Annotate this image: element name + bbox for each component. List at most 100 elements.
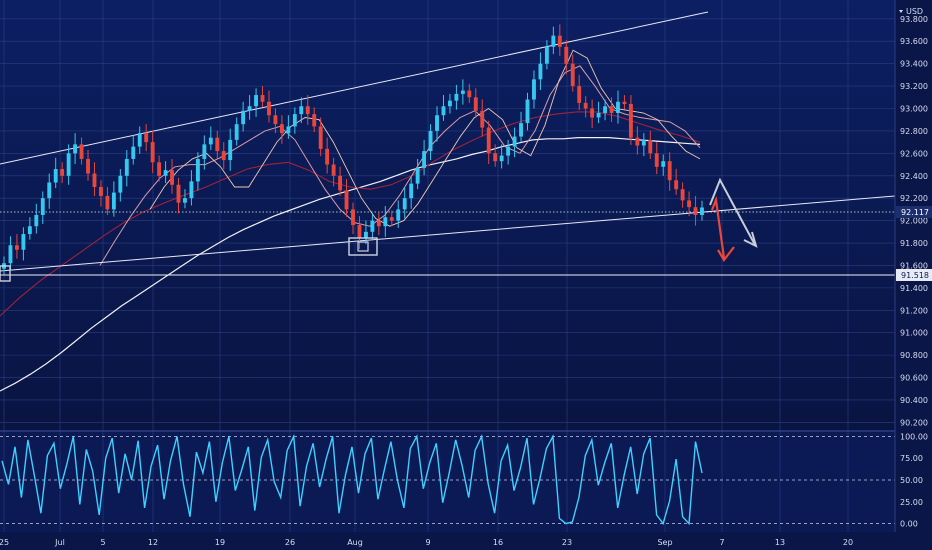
candle-body bbox=[195, 158, 200, 182]
candle-body bbox=[363, 231, 368, 239]
level-price-tag-bg bbox=[896, 269, 932, 281]
candle-body bbox=[118, 175, 123, 193]
price-tick-label: 93.600 bbox=[900, 37, 928, 46]
candle-body bbox=[318, 126, 323, 149]
candle-body bbox=[435, 115, 439, 131]
candle-body bbox=[473, 97, 478, 111]
price-tick-label: 93.800 bbox=[900, 15, 928, 24]
candle-body bbox=[170, 170, 174, 185]
candle-body bbox=[99, 186, 103, 196]
candle-body bbox=[693, 207, 698, 215]
candle-body bbox=[674, 180, 679, 190]
candle-body bbox=[338, 175, 343, 191]
candle-body bbox=[428, 130, 433, 152]
candle-body bbox=[467, 90, 472, 98]
candle-body bbox=[557, 35, 562, 47]
moving-average-line bbox=[0, 137, 701, 392]
candle-body bbox=[312, 114, 317, 127]
moving-average-line bbox=[0, 111, 701, 317]
candle-body bbox=[603, 106, 607, 113]
candle-body bbox=[357, 225, 362, 239]
candle-body bbox=[700, 207, 704, 215]
candle-body bbox=[325, 148, 330, 165]
candle-body bbox=[331, 164, 336, 176]
candle-body bbox=[208, 137, 213, 145]
currency-label: USD bbox=[899, 7, 923, 16]
candle-body bbox=[667, 161, 672, 181]
candle-body bbox=[583, 102, 588, 109]
oscillator-tick-label: 0.00 bbox=[900, 520, 918, 529]
price-tick-label: 93.400 bbox=[900, 60, 928, 69]
candle-body bbox=[150, 142, 155, 163]
red-forecast-arrow bbox=[710, 195, 726, 259]
price-tick-label: 90.600 bbox=[900, 374, 928, 383]
currency-dropdown-icon[interactable] bbox=[899, 10, 903, 13]
candle-body bbox=[92, 173, 97, 187]
time-tick-label: 13 bbox=[775, 538, 785, 547]
red-arrowhead bbox=[717, 246, 735, 262]
candle-body bbox=[247, 106, 252, 111]
candle-body bbox=[157, 162, 162, 176]
candle-body bbox=[480, 110, 485, 128]
price-tick-label: 92.600 bbox=[900, 149, 928, 158]
candle-body bbox=[389, 217, 394, 221]
candle-body bbox=[506, 146, 511, 156]
candle-body bbox=[415, 167, 420, 184]
candle-body bbox=[396, 209, 401, 221]
main-pane-background bbox=[0, 0, 932, 430]
moving-average-line bbox=[149, 49, 701, 227]
oscillator-tick-label: 75.00 bbox=[900, 454, 923, 463]
candle-body bbox=[628, 104, 633, 138]
oscillator-tick-label: 100.00 bbox=[900, 432, 928, 441]
candle-body bbox=[124, 158, 129, 176]
candle-body bbox=[254, 95, 258, 107]
price-tick-label: 90.200 bbox=[900, 418, 928, 427]
time-tick-label: Jul bbox=[54, 538, 65, 547]
candle-body bbox=[538, 63, 543, 80]
gridlines bbox=[0, 0, 895, 532]
current-price-tag: 92.117 bbox=[896, 206, 932, 218]
candle-body bbox=[344, 190, 349, 210]
price-tick-label: 93.200 bbox=[900, 82, 928, 91]
candle-body bbox=[105, 195, 110, 210]
candle-body bbox=[137, 133, 142, 147]
price-tick-label: 90.400 bbox=[900, 396, 928, 405]
candle-body bbox=[564, 46, 569, 64]
candle-body bbox=[234, 124, 239, 140]
candle-body bbox=[176, 184, 181, 203]
candle-body bbox=[687, 200, 692, 208]
candle-body bbox=[383, 217, 388, 227]
price-tick-label: 91.200 bbox=[900, 306, 928, 315]
candle-body bbox=[40, 198, 45, 215]
candle-body bbox=[8, 245, 13, 264]
upper-trendline bbox=[0, 11, 709, 165]
candle-body bbox=[47, 182, 52, 199]
candle-body bbox=[66, 153, 71, 176]
time-tick-label: 12 bbox=[148, 538, 158, 547]
candle-body bbox=[14, 245, 19, 250]
candle-body bbox=[499, 155, 504, 162]
candle-body bbox=[27, 226, 32, 235]
oscillator-line bbox=[1, 433, 703, 526]
time-axis-background bbox=[0, 532, 932, 550]
candle-body bbox=[616, 101, 620, 113]
candle-body bbox=[21, 234, 26, 250]
candle-body bbox=[635, 137, 640, 146]
candle-body bbox=[279, 124, 284, 134]
candle-body bbox=[131, 146, 136, 159]
candle-body bbox=[60, 169, 65, 176]
time-tick-label: 25 bbox=[0, 538, 9, 547]
price-tick-label: 90.800 bbox=[900, 351, 928, 360]
candle-body bbox=[596, 112, 601, 118]
price-tick-label: 92.400 bbox=[900, 172, 928, 181]
candle-body bbox=[448, 100, 452, 107]
candle-body bbox=[53, 169, 58, 183]
candle-body bbox=[519, 123, 523, 137]
candle-body bbox=[570, 63, 575, 87]
moving-averages bbox=[0, 49, 701, 392]
price-tick-label: 91.800 bbox=[900, 239, 928, 248]
candle-body bbox=[228, 139, 233, 161]
candle-body bbox=[376, 220, 381, 227]
white-arrowhead bbox=[743, 231, 758, 248]
